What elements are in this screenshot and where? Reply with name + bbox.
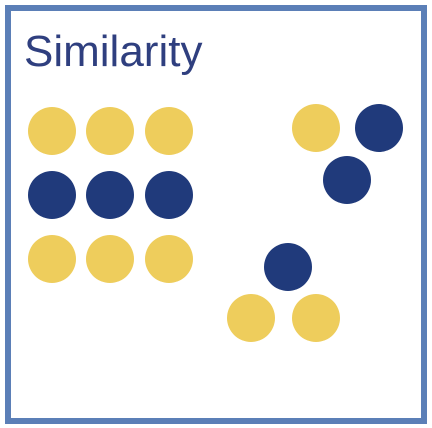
bottom-cluster	[227, 243, 340, 342]
grid-dot-r1-c3	[145, 107, 193, 155]
grid-dot-r1-c1	[28, 107, 76, 155]
diagram-title: Similarity	[24, 27, 203, 76]
diagram-frame	[5, 5, 427, 424]
top-right-dot-1	[292, 104, 340, 152]
grid-group	[28, 107, 193, 283]
grid-dot-r1-c2	[86, 107, 134, 155]
grid-dot-r3-c2	[86, 235, 134, 283]
top-right-dot-2	[355, 104, 403, 152]
bottom-dot-1	[264, 243, 312, 291]
bottom-dot-3	[292, 294, 340, 342]
grid-dot-r3-c3	[145, 235, 193, 283]
grid-dot-r2-c2	[86, 171, 134, 219]
grid-dot-r2-c1	[28, 171, 76, 219]
top-right-dot-3	[323, 156, 371, 204]
grid-dot-r3-c1	[28, 235, 76, 283]
top-right-cluster	[292, 104, 403, 204]
bottom-dot-2	[227, 294, 275, 342]
grid-dot-r2-c3	[145, 171, 193, 219]
